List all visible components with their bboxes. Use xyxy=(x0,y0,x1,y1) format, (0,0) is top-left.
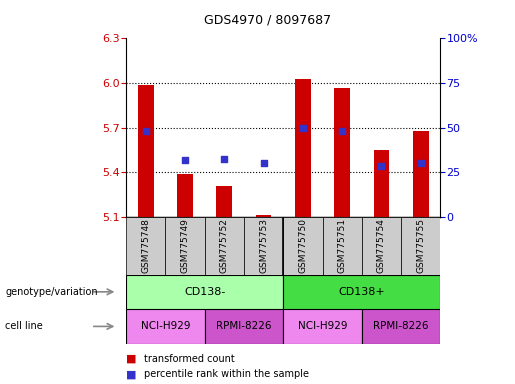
Bar xyxy=(283,217,322,275)
Text: GDS4970 / 8097687: GDS4970 / 8097687 xyxy=(204,13,331,26)
Bar xyxy=(322,217,362,275)
Bar xyxy=(256,215,271,217)
Text: GSM775748: GSM775748 xyxy=(141,218,150,273)
Point xyxy=(338,127,346,134)
Point xyxy=(299,124,307,131)
Text: percentile rank within the sample: percentile rank within the sample xyxy=(144,369,309,379)
Point xyxy=(181,157,189,164)
Bar xyxy=(373,150,389,217)
Text: GSM775754: GSM775754 xyxy=(377,218,386,273)
Text: GSM775755: GSM775755 xyxy=(416,218,425,273)
Bar xyxy=(413,131,428,217)
Bar xyxy=(283,309,362,344)
Bar xyxy=(126,309,204,344)
Text: GSM775751: GSM775751 xyxy=(338,218,347,273)
Text: GSM775749: GSM775749 xyxy=(181,218,190,273)
Text: RPMI-8226: RPMI-8226 xyxy=(373,321,429,331)
Bar xyxy=(216,186,232,217)
Text: GSM775753: GSM775753 xyxy=(259,218,268,273)
Text: genotype/variation: genotype/variation xyxy=(5,287,98,297)
Point xyxy=(260,160,268,166)
Bar xyxy=(165,217,204,275)
Text: cell line: cell line xyxy=(5,321,43,331)
Bar xyxy=(204,309,283,344)
Bar xyxy=(138,84,153,217)
Text: transformed count: transformed count xyxy=(144,354,235,364)
Point xyxy=(142,127,150,134)
Text: NCI-H929: NCI-H929 xyxy=(298,321,347,331)
Bar xyxy=(244,217,283,275)
Point xyxy=(377,163,386,169)
Point xyxy=(220,156,229,162)
Point xyxy=(417,160,425,166)
Bar xyxy=(283,275,440,309)
Text: NCI-H929: NCI-H929 xyxy=(141,321,190,331)
Text: CD138+: CD138+ xyxy=(338,287,385,297)
Bar xyxy=(126,217,165,275)
Bar xyxy=(177,174,193,217)
Bar xyxy=(295,79,311,217)
Bar xyxy=(126,275,283,309)
Text: ■: ■ xyxy=(126,369,136,379)
Text: ■: ■ xyxy=(126,354,136,364)
Bar xyxy=(204,217,244,275)
Text: CD138-: CD138- xyxy=(184,287,226,297)
Bar xyxy=(362,309,440,344)
Text: GSM775750: GSM775750 xyxy=(298,218,307,273)
Text: GSM775752: GSM775752 xyxy=(220,218,229,273)
Bar xyxy=(334,88,350,217)
Bar xyxy=(401,217,440,275)
Bar xyxy=(362,217,401,275)
Text: RPMI-8226: RPMI-8226 xyxy=(216,321,272,331)
